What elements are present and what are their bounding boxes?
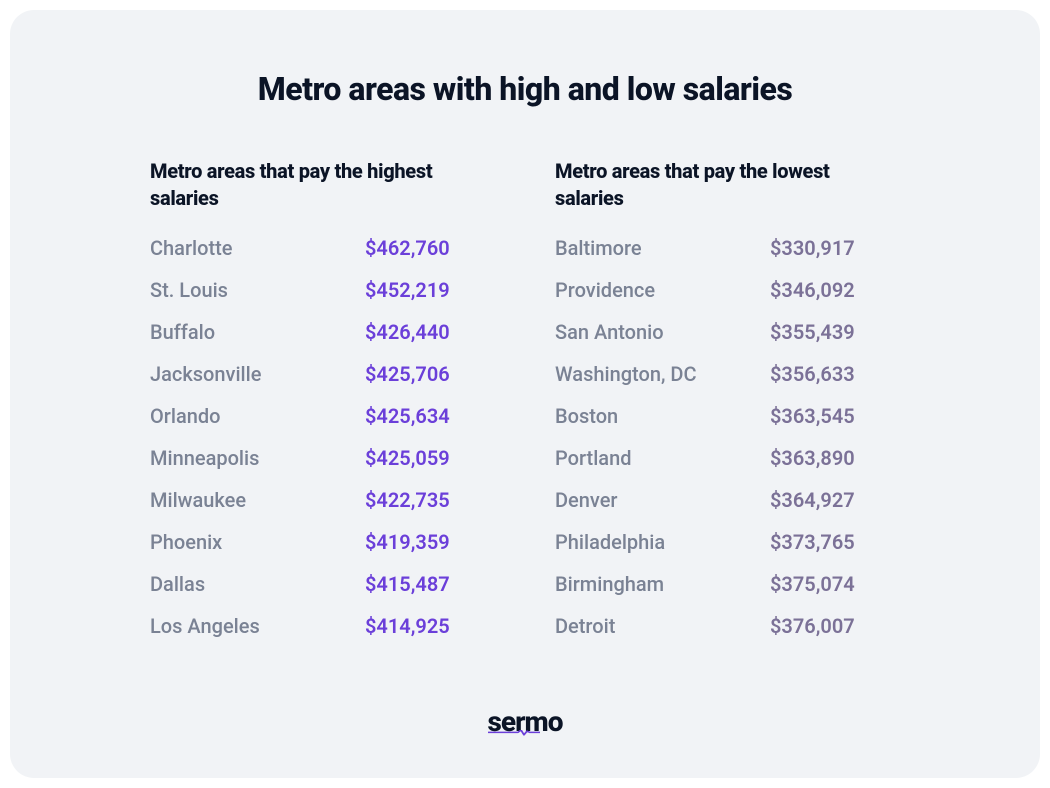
salary-value: $425,634: [365, 404, 495, 428]
city-label: Dallas: [150, 572, 365, 596]
salary-value: $425,059: [365, 446, 495, 470]
city-label: Portland: [555, 446, 770, 470]
table-row: Phoenix$419,359: [150, 530, 495, 554]
table-row: Denver$364,927: [555, 488, 900, 512]
table-row: Philadelphia$373,765: [555, 530, 900, 554]
city-label: St. Louis: [150, 278, 365, 302]
table-row: Dallas$415,487: [150, 572, 495, 596]
city-label: Los Angeles: [150, 614, 365, 638]
table-row: Birmingham$375,074: [555, 572, 900, 596]
city-label: Buffalo: [150, 320, 365, 344]
table-row: Washington, DC$356,633: [555, 362, 900, 386]
city-label: Orlando: [150, 404, 365, 428]
salary-value: $422,735: [365, 488, 495, 512]
salary-value: $364,927: [770, 488, 900, 512]
salary-value: $330,917: [770, 236, 900, 260]
city-label: Boston: [555, 404, 770, 428]
table-row: Jacksonville$425,706: [150, 362, 495, 386]
table-row: Los Angeles$414,925: [150, 614, 495, 638]
table-row: Minneapolis$425,059: [150, 446, 495, 470]
table-row: Baltimore$330,917: [555, 236, 900, 260]
city-label: San Antonio: [555, 320, 770, 344]
table-row: Portland$363,890: [555, 446, 900, 470]
table-row: Milwaukee$422,735: [150, 488, 495, 512]
city-label: Birmingham: [555, 572, 770, 596]
table-row: San Antonio$355,439: [555, 320, 900, 344]
salary-value: $363,545: [770, 404, 900, 428]
salary-value: $462,760: [365, 236, 495, 260]
table-row: Orlando$425,634: [150, 404, 495, 428]
city-label: Baltimore: [555, 236, 770, 260]
salary-value: $363,890: [770, 446, 900, 470]
salary-value: $355,439: [770, 320, 900, 344]
city-label: Denver: [555, 488, 770, 512]
main-title: Metro areas with high and low salaries: [90, 70, 960, 108]
salary-value: $375,074: [770, 572, 900, 596]
table-row: Buffalo$426,440: [150, 320, 495, 344]
city-label: Detroit: [555, 614, 770, 638]
table-row: St. Louis$452,219: [150, 278, 495, 302]
sermo-logo: sermo: [488, 705, 563, 738]
salary-value: $356,633: [770, 362, 900, 386]
city-label: Jacksonville: [150, 362, 365, 386]
low-column-heading: Metro areas that pay the lowest salaries: [555, 158, 900, 212]
city-label: Charlotte: [150, 236, 365, 260]
low-salary-column: Metro areas that pay the lowest salaries…: [555, 158, 900, 685]
logo-container: sermo: [90, 705, 960, 738]
city-label: Washington, DC: [555, 362, 770, 386]
table-row: Detroit$376,007: [555, 614, 900, 638]
table-row: Charlotte$462,760: [150, 236, 495, 260]
salary-value: $373,765: [770, 530, 900, 554]
high-salary-column: Metro areas that pay the highest salarie…: [150, 158, 495, 685]
salary-value: $425,706: [365, 362, 495, 386]
table-row: Providence$346,092: [555, 278, 900, 302]
salary-value: $452,219: [365, 278, 495, 302]
city-label: Philadelphia: [555, 530, 770, 554]
logo-underline-icon: [488, 730, 540, 736]
high-rows-container: Charlotte$462,760St. Louis$452,219Buffal…: [150, 236, 495, 638]
salary-value: $346,092: [770, 278, 900, 302]
salary-value: $376,007: [770, 614, 900, 638]
high-column-heading: Metro areas that pay the highest salarie…: [150, 158, 495, 212]
infographic-card: Metro areas with high and low salaries M…: [10, 10, 1040, 778]
city-label: Milwaukee: [150, 488, 365, 512]
columns-container: Metro areas that pay the highest salarie…: [90, 158, 960, 685]
city-label: Phoenix: [150, 530, 365, 554]
city-label: Minneapolis: [150, 446, 365, 470]
table-row: Boston$363,545: [555, 404, 900, 428]
salary-value: $426,440: [365, 320, 495, 344]
salary-value: $419,359: [365, 530, 495, 554]
salary-value: $415,487: [365, 572, 495, 596]
salary-value: $414,925: [365, 614, 495, 638]
low-rows-container: Baltimore$330,917Providence$346,092San A…: [555, 236, 900, 638]
city-label: Providence: [555, 278, 770, 302]
